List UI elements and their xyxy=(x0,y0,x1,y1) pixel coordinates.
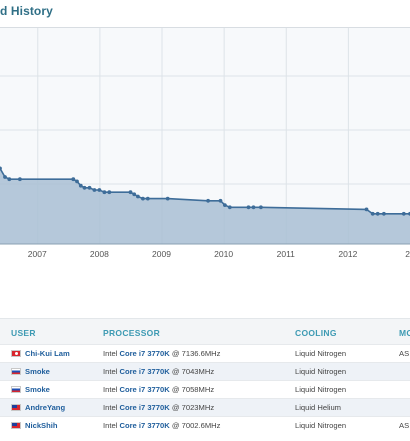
data-point xyxy=(141,196,145,201)
processor-model-link[interactable]: Core i7 3770K xyxy=(119,421,170,430)
cooling-cell: Liquid Nitrogen xyxy=(295,367,347,376)
data-point xyxy=(132,192,137,197)
header-more[interactable]: MO xyxy=(399,328,410,338)
section-title: d History xyxy=(0,4,53,18)
processor-brand: Intel xyxy=(103,349,120,358)
extra-cell: AS xyxy=(399,421,410,430)
hk-flag-icon xyxy=(11,350,21,357)
data-point xyxy=(71,177,76,182)
data-point xyxy=(78,183,83,188)
cooling-cell: Liquid Helium xyxy=(295,403,342,412)
data-point xyxy=(92,188,97,192)
data-point xyxy=(223,203,227,208)
data-point xyxy=(82,185,87,190)
header-cooling[interactable]: COOLING xyxy=(295,328,337,338)
data-point xyxy=(364,207,369,212)
data-point xyxy=(259,205,263,210)
user-link[interactable]: NickShih xyxy=(25,421,58,430)
data-point xyxy=(370,211,375,216)
header-processor[interactable]: PROCESSOR xyxy=(103,328,161,338)
tw-flag-icon xyxy=(11,422,21,429)
table-row[interactable]: Chi-Kui Lam Intel Core i7 3770K @ 7136.6M… xyxy=(0,344,410,362)
data-point xyxy=(18,177,22,182)
processor-frequency: @ 7058MHz xyxy=(169,385,215,394)
processor-cell: Intel Core i7 3770K @ 7136.6MHz xyxy=(103,349,220,358)
x-tick-label: 2011 xyxy=(277,249,296,259)
x-tick-label: 2012 xyxy=(338,249,357,259)
cooling-cell: Liquid Nitrogen xyxy=(295,349,347,358)
data-point xyxy=(7,177,12,182)
history-chart: 2007 2008 2009 2010 2011 2012 20 xyxy=(0,28,410,259)
processor-brand: Intel xyxy=(103,403,120,412)
series-area xyxy=(0,168,410,244)
table-row[interactable]: Smoke Intel Core i7 3770K @ 7043MHz Liquid… xyxy=(0,362,410,380)
cooling-cell: Liquid Nitrogen xyxy=(295,385,347,394)
data-point xyxy=(3,175,7,179)
data-point xyxy=(375,211,380,216)
processor-brand: Intel xyxy=(103,385,120,394)
processor-brand: Intel xyxy=(103,367,120,376)
data-point xyxy=(128,190,133,195)
tw-flag-icon xyxy=(11,404,21,411)
processor-model-link[interactable]: Core i7 3770K xyxy=(119,367,170,376)
cooling-cell: Liquid Nitrogen xyxy=(295,421,347,430)
processor-frequency: @ 7043MHz xyxy=(169,367,215,376)
header-user[interactable]: USER xyxy=(11,328,36,338)
processor-model-link[interactable]: Core i7 3770K xyxy=(119,349,170,358)
x-tick-label: 2007 xyxy=(28,249,47,259)
data-point xyxy=(136,194,140,199)
data-point xyxy=(251,205,256,210)
data-point xyxy=(107,190,112,195)
processor-model-link[interactable]: Core i7 3770K xyxy=(119,403,170,412)
x-tick-label: 20 xyxy=(405,249,410,259)
user-link[interactable]: Chi-Kui Lam xyxy=(25,349,70,358)
data-point xyxy=(75,179,79,184)
user-link[interactable]: Smoke xyxy=(25,367,50,376)
data-point xyxy=(382,211,386,216)
processor-frequency: @ 7136.6MHz xyxy=(169,349,221,358)
x-tick-label: 2009 xyxy=(152,249,171,259)
data-point xyxy=(0,166,2,171)
user-link[interactable]: Smoke xyxy=(25,385,50,394)
processor-model-link[interactable]: Core i7 3770K xyxy=(119,385,170,394)
data-point xyxy=(401,211,406,216)
data-point xyxy=(227,205,232,210)
data-point xyxy=(97,188,102,192)
data-point xyxy=(246,205,251,210)
data-point xyxy=(218,198,223,203)
data-point xyxy=(87,185,92,190)
data-point xyxy=(145,196,150,201)
processor-frequency: @ 7002.6MHz xyxy=(169,421,221,430)
history-chart-panel: 2007 2008 2009 2010 2011 2012 20 xyxy=(0,27,410,310)
processor-cell: Intel Core i7 3770K @ 7023MHz xyxy=(103,403,214,412)
x-tick-label: 2008 xyxy=(90,249,109,259)
ru-flag-icon xyxy=(11,368,21,375)
user-link[interactable]: AndreYang xyxy=(25,403,66,412)
table-row[interactable]: Smoke Intel Core i7 3770K @ 7058MHz Liquid… xyxy=(0,380,410,398)
results-table: USER PROCESSOR COOLING MO Chi-Kui Lam Int… xyxy=(0,318,410,441)
table-row[interactable]: AndreYang Intel Core i7 3770K @ 7023MHz Li… xyxy=(0,398,410,416)
processor-brand: Intel xyxy=(103,421,120,430)
processor-cell: Intel Core i7 3770K @ 7043MHz xyxy=(103,367,214,376)
processor-cell: Intel Core i7 3770K @ 7058MHz xyxy=(103,385,214,394)
data-point xyxy=(206,198,211,203)
extra-cell: AS xyxy=(399,349,410,358)
data-point xyxy=(165,196,170,201)
table-row[interactable]: NickShih Intel Core i7 3770K @ 7002.6MHz L… xyxy=(0,416,410,434)
table-header: USER PROCESSOR COOLING MO xyxy=(0,318,410,345)
data-point xyxy=(102,190,107,195)
ru-flag-icon xyxy=(11,386,21,393)
x-tick-label: 2010 xyxy=(214,249,233,259)
processor-cell: Intel Core i7 3770K @ 7002.6MHz xyxy=(103,421,220,430)
processor-frequency: @ 7023MHz xyxy=(169,403,215,412)
